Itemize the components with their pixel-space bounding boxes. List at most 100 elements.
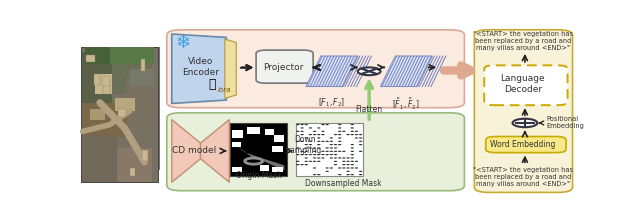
- Circle shape: [330, 141, 333, 142]
- Circle shape: [338, 167, 341, 169]
- Text: $[\tilde{F}_1, \tilde{F}_2]$: $[\tilde{F}_1, \tilde{F}_2]$: [392, 97, 420, 112]
- Circle shape: [296, 154, 300, 155]
- Circle shape: [359, 174, 362, 175]
- Bar: [110, 47, 154, 64]
- Text: Positional
Embedding: Positional Embedding: [547, 116, 584, 129]
- Circle shape: [300, 134, 304, 135]
- Circle shape: [321, 157, 324, 159]
- Circle shape: [305, 161, 308, 162]
- Circle shape: [342, 164, 346, 165]
- Circle shape: [338, 151, 341, 152]
- Bar: [83, 135, 117, 182]
- Polygon shape: [235, 144, 284, 170]
- Circle shape: [351, 147, 354, 148]
- Circle shape: [313, 131, 316, 132]
- Circle shape: [351, 154, 354, 155]
- Circle shape: [346, 161, 350, 162]
- Circle shape: [305, 147, 308, 148]
- Circle shape: [351, 127, 354, 128]
- Text: "<START> the vegetation has
been replaced by a road and
many villas around <END>: "<START> the vegetation has been replace…: [473, 31, 573, 51]
- Circle shape: [355, 167, 358, 169]
- Circle shape: [321, 154, 324, 155]
- Circle shape: [308, 147, 312, 148]
- Circle shape: [330, 137, 333, 139]
- Bar: [104, 80, 110, 94]
- Bar: [232, 142, 241, 147]
- Circle shape: [308, 141, 312, 142]
- Circle shape: [300, 127, 304, 128]
- Circle shape: [313, 154, 316, 155]
- Circle shape: [334, 154, 337, 155]
- Circle shape: [334, 144, 337, 145]
- Circle shape: [342, 131, 346, 132]
- Circle shape: [317, 174, 321, 175]
- Text: Projector: Projector: [263, 63, 303, 72]
- Circle shape: [317, 144, 321, 145]
- Text: lora: lora: [218, 87, 232, 93]
- Circle shape: [338, 157, 341, 159]
- Circle shape: [296, 131, 300, 132]
- Circle shape: [330, 157, 333, 159]
- Circle shape: [308, 154, 312, 155]
- Circle shape: [317, 141, 321, 142]
- Circle shape: [351, 157, 354, 159]
- Circle shape: [321, 141, 324, 142]
- Bar: [87, 50, 154, 172]
- Circle shape: [342, 161, 346, 162]
- Circle shape: [317, 154, 321, 155]
- Circle shape: [351, 144, 354, 145]
- Circle shape: [338, 144, 341, 145]
- Polygon shape: [306, 56, 358, 86]
- Circle shape: [317, 137, 321, 139]
- Circle shape: [325, 141, 329, 142]
- Circle shape: [325, 124, 329, 125]
- Polygon shape: [200, 119, 229, 182]
- Circle shape: [296, 161, 300, 162]
- Circle shape: [342, 167, 346, 169]
- Circle shape: [305, 164, 308, 165]
- Circle shape: [296, 164, 300, 165]
- Circle shape: [346, 164, 350, 165]
- Circle shape: [330, 167, 333, 169]
- Polygon shape: [380, 56, 433, 86]
- Circle shape: [342, 151, 346, 152]
- Circle shape: [346, 157, 350, 159]
- Circle shape: [334, 157, 337, 159]
- Circle shape: [321, 151, 324, 152]
- Circle shape: [305, 137, 308, 139]
- Circle shape: [355, 131, 358, 132]
- Polygon shape: [172, 119, 200, 182]
- Circle shape: [338, 137, 341, 139]
- Circle shape: [334, 147, 337, 148]
- Circle shape: [300, 124, 304, 125]
- Text: Downsampled Mask: Downsampled Mask: [305, 179, 381, 188]
- Circle shape: [313, 134, 316, 135]
- Circle shape: [313, 161, 316, 162]
- Circle shape: [296, 141, 300, 142]
- Circle shape: [351, 151, 354, 152]
- Circle shape: [325, 167, 329, 169]
- Bar: [127, 77, 157, 128]
- Circle shape: [313, 174, 316, 175]
- FancyBboxPatch shape: [256, 50, 313, 83]
- Circle shape: [338, 124, 341, 125]
- Circle shape: [305, 151, 308, 152]
- Bar: [272, 146, 283, 152]
- Circle shape: [351, 167, 354, 169]
- Circle shape: [308, 161, 312, 162]
- Circle shape: [305, 124, 308, 125]
- Circle shape: [359, 137, 362, 139]
- Circle shape: [325, 151, 329, 152]
- Circle shape: [355, 134, 358, 135]
- Bar: [247, 127, 260, 134]
- Text: Flatten: Flatten: [356, 105, 383, 114]
- Circle shape: [513, 119, 538, 127]
- Circle shape: [321, 124, 324, 125]
- Text: Language
Decoder: Language Decoder: [500, 74, 545, 94]
- Bar: [129, 69, 154, 86]
- Circle shape: [317, 134, 321, 135]
- Bar: [83, 103, 127, 136]
- Circle shape: [346, 171, 350, 172]
- Circle shape: [313, 167, 316, 169]
- Circle shape: [334, 134, 337, 135]
